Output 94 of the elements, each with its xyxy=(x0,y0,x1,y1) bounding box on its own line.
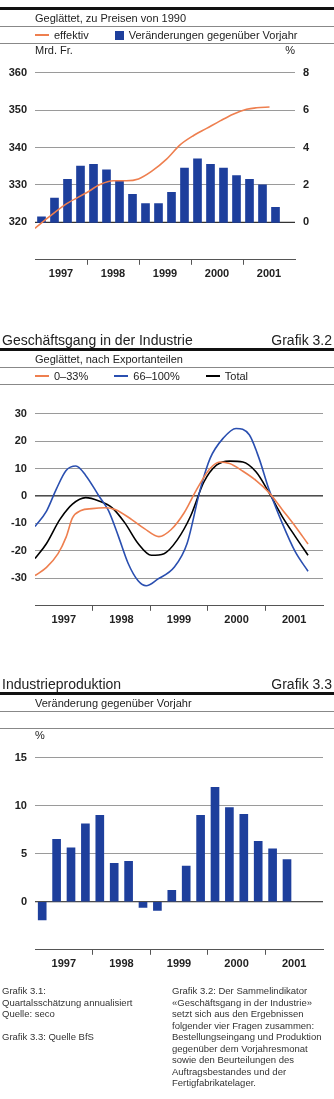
y-tick-label: 15 xyxy=(14,750,27,763)
bar xyxy=(115,180,124,223)
bar xyxy=(167,889,177,902)
bar xyxy=(181,865,191,902)
bar xyxy=(268,848,277,902)
bar xyxy=(102,169,111,223)
y-tick-label: 0 xyxy=(20,489,27,501)
bar xyxy=(219,167,228,223)
x-tick-label: 1997 xyxy=(48,267,74,280)
x-tick-label: 1999 xyxy=(166,957,192,970)
bar xyxy=(141,203,150,223)
bar xyxy=(37,901,47,921)
x-tick-label: 1998 xyxy=(109,613,134,626)
bar xyxy=(282,859,292,902)
bar xyxy=(180,167,189,223)
y-tick-label: 30 xyxy=(14,406,27,419)
y2-tick-label: 8 xyxy=(303,65,310,78)
chart-subtitle: Geglättet, zu Preisen von 1990 xyxy=(34,11,188,26)
y-tick-label: 320 xyxy=(8,215,27,228)
legend-label: 0–33% xyxy=(54,369,89,384)
y2-tick-label: 0 xyxy=(303,215,310,228)
y-tick-label: 0 xyxy=(20,894,27,907)
x-tick-label: 2000 xyxy=(224,613,249,626)
y2-tick-label: 4 xyxy=(303,140,310,153)
x-tick-label: 1997 xyxy=(51,613,77,626)
y-tick-label: 20 xyxy=(14,434,27,447)
line-series xyxy=(35,106,271,230)
chart-title: Geschäftsgang in der Industrie xyxy=(2,332,193,348)
text: Grafik 3.3: Quelle BfS xyxy=(2,1030,95,1042)
text: Grafik 3.3 xyxy=(271,676,332,692)
legend-label: Total xyxy=(224,369,249,384)
x-tick-label: 1997 xyxy=(51,957,77,970)
bar xyxy=(271,207,280,223)
chart-title: Industrieproduktion xyxy=(2,676,122,692)
x-tick-label: 1999 xyxy=(166,613,192,626)
x-tick-label: 2000 xyxy=(224,957,249,970)
y2-tick-label: 2 xyxy=(303,177,310,190)
bar xyxy=(196,814,205,902)
bar xyxy=(128,193,137,223)
bar xyxy=(258,184,267,223)
line-series xyxy=(35,427,309,587)
text: Grafik 3.2 xyxy=(271,332,332,348)
y-tick-label: 350 xyxy=(8,103,27,116)
y-tick-label: 360 xyxy=(8,65,27,78)
bar xyxy=(95,814,105,902)
bar xyxy=(76,165,85,223)
bar xyxy=(253,840,263,902)
x-tick-label: 2001 xyxy=(281,957,307,970)
chart-subtitle: Veränderung gegenüber Vorjahr xyxy=(34,696,193,711)
chart-subtitle: Geglättet, nach Exportanteilen xyxy=(34,352,184,367)
bar xyxy=(232,175,241,223)
y-tick-label: 10 xyxy=(14,798,27,811)
y-axis-title: Mrd. Fr. xyxy=(35,44,73,58)
y-tick-label: 340 xyxy=(8,140,27,153)
x-tick-label: 2000 xyxy=(204,267,230,280)
y-tick-label: 5 xyxy=(20,846,27,859)
y-tick-label: -20 xyxy=(11,543,27,556)
x-tick-label: 2001 xyxy=(281,613,307,626)
bar xyxy=(109,862,119,902)
bar xyxy=(124,861,133,902)
y-tick-label: 10 xyxy=(14,461,27,474)
legend-label: Veränderungen gegenüber Vorjahr xyxy=(128,28,298,43)
y2-axis-title: % xyxy=(285,44,295,58)
bar xyxy=(50,197,59,223)
y-tick-label: 330 xyxy=(8,177,27,190)
bar xyxy=(206,164,215,223)
x-tick-label: 1998 xyxy=(109,957,134,970)
line-series xyxy=(35,461,309,577)
text: Grafik 3.1: Quartalsschätzung annualisiert Quelle: seco xyxy=(2,985,134,1020)
line-series xyxy=(35,460,309,560)
bar xyxy=(153,901,162,911)
bar xyxy=(63,178,72,223)
y2-tick-label: 6 xyxy=(303,103,310,116)
bar xyxy=(239,813,249,902)
bar xyxy=(89,164,98,223)
legend-label: 66–100% xyxy=(133,369,180,384)
bar xyxy=(210,787,220,902)
bar xyxy=(81,823,90,902)
x-tick-label: 1999 xyxy=(152,267,178,280)
bar xyxy=(245,178,254,223)
y-tick-label: -10 xyxy=(11,516,27,529)
bar xyxy=(52,838,61,902)
legend-label: effektiv xyxy=(54,28,89,43)
y-axis-title: % xyxy=(35,729,45,743)
bar xyxy=(66,847,76,902)
bar xyxy=(225,807,234,902)
x-tick-label: 1998 xyxy=(100,267,126,280)
x-tick-label: 2001 xyxy=(256,267,282,280)
y-tick-label: -30 xyxy=(11,571,27,584)
bar xyxy=(193,158,202,223)
bar xyxy=(167,192,176,223)
bar xyxy=(138,901,148,908)
text: Grafik 3.2: Der Sammelindikator «Geschäftsgang in der Industrie» setzt sich aus den Ergebnissen folgender vier Fragen zusammen: Bestellungseingang und Produktion gegenüber dem Vorjahresmonat sowie den Beurteilungen des Auftragsbestandes und der Fertigfabrikatelager. xyxy=(172,985,322,1088)
bar xyxy=(154,203,163,223)
